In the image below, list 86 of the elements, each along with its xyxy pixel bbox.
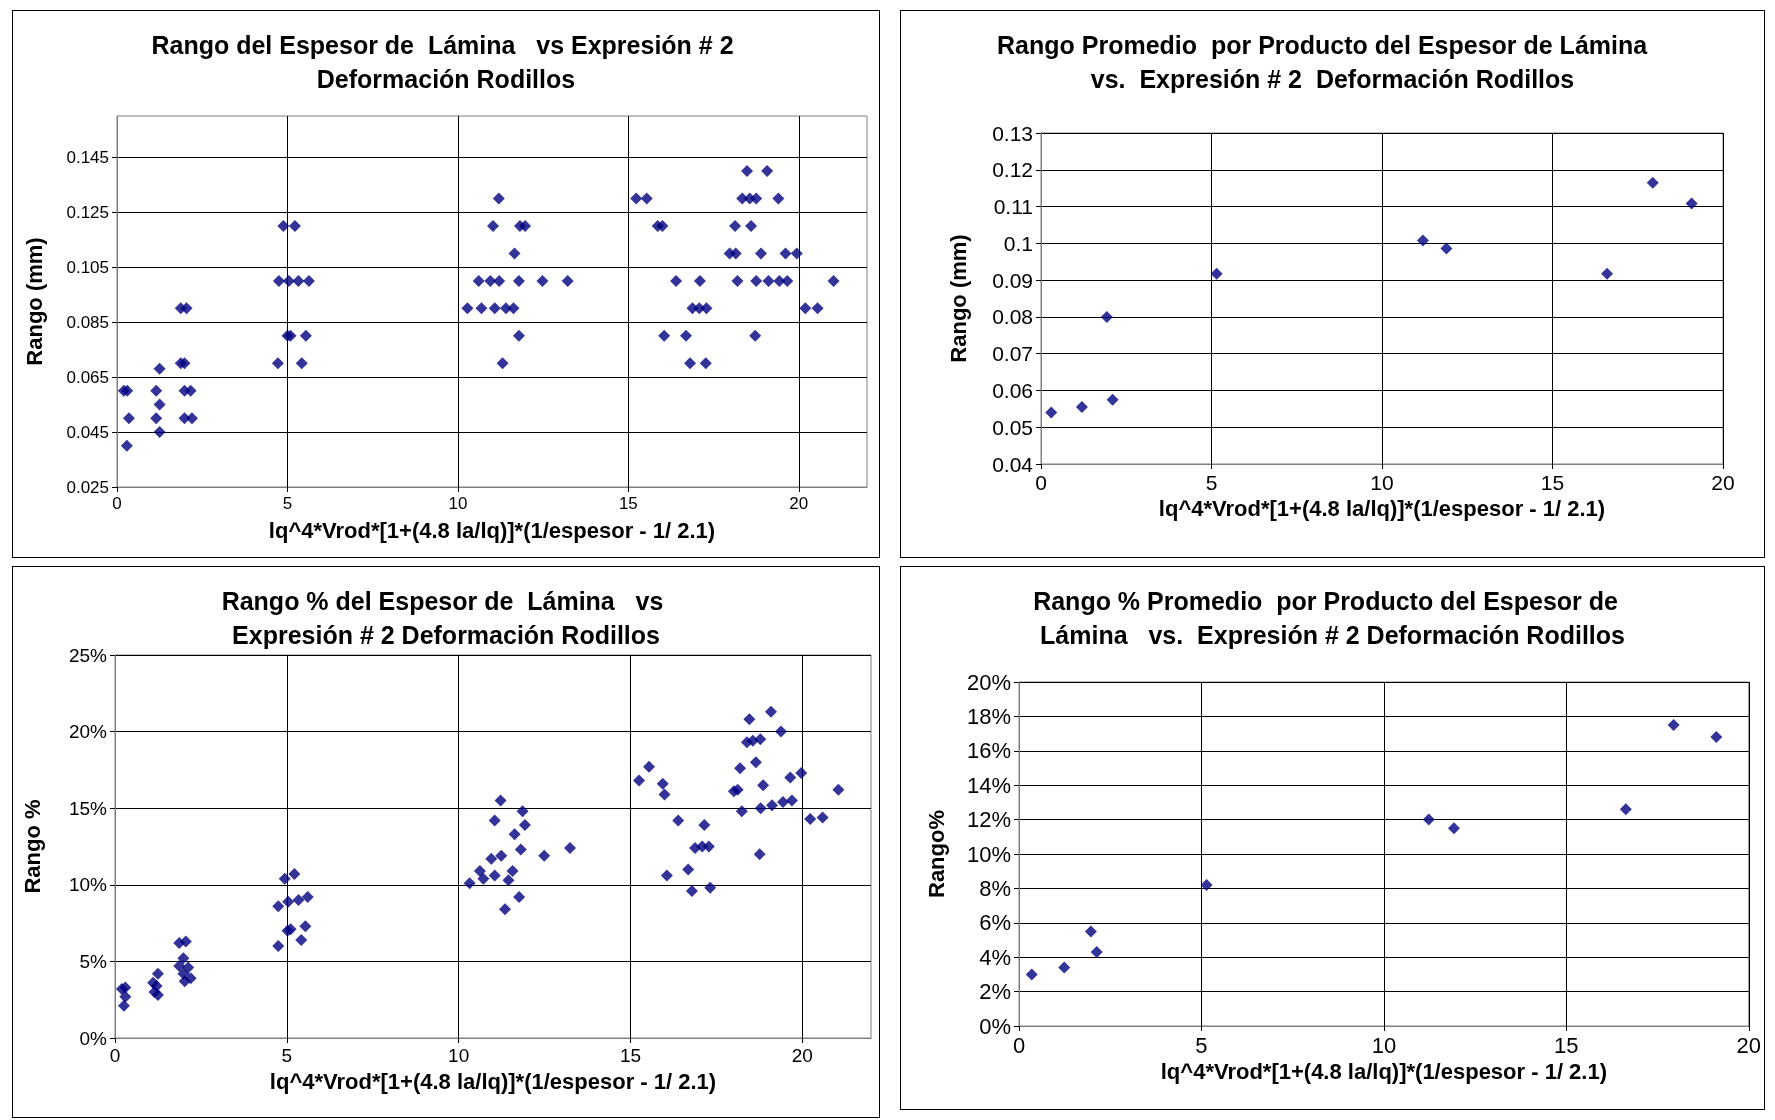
x-axis-title: lq^4*Vrod*[1+(4.8 la/lq)]*(1/espesor - 1/ 2.1) <box>1160 1059 1608 1085</box>
x-tick-label: 5 <box>281 1045 293 1066</box>
x-tick-label: 15 <box>1540 471 1565 494</box>
y-tick-label: 5% <box>79 950 108 972</box>
y-tick-label: 0% <box>979 1013 1011 1039</box>
point <box>1440 242 1453 255</box>
point <box>1601 267 1614 280</box>
chart-title: Rango del Espesor de Lámina vs Expresión # 2 Deformación Rodillos <box>151 31 741 93</box>
y-tick-label: 0.045 <box>66 422 109 442</box>
x-tick-label: 10 <box>1371 1032 1397 1058</box>
y-tick-label: 0.05 <box>992 415 1033 439</box>
x-axis-title: lq^4*Vrod*[1+(4.8 la/lq)]*(1/espesor - 1/ 2.1) <box>269 1068 717 1094</box>
x-tick-label: 5 <box>1195 1032 1208 1058</box>
y-tick-label: 14% <box>966 772 1011 798</box>
y-axis-title: Rango (mm) <box>21 237 47 366</box>
point <box>1075 400 1088 413</box>
y-tick-label: 0.145 <box>66 147 109 167</box>
y-tick-label: 0.1 <box>1003 231 1033 255</box>
y-tick-label: 0.105 <box>66 257 109 277</box>
x-tick-label: 15 <box>618 494 638 513</box>
y-tick-label: 12% <box>966 807 1011 833</box>
y-tick-label: 16% <box>966 738 1011 764</box>
x-tick-label: 20 <box>1711 471 1735 494</box>
x-tick-label: 20 <box>791 1045 813 1066</box>
y-tick-label: 20% <box>966 669 1011 695</box>
x-tick-label: 10 <box>448 1045 470 1066</box>
point <box>1045 406 1058 419</box>
x-tick-label: 0 <box>1035 471 1047 494</box>
point <box>1447 822 1460 835</box>
x-tick-label: 20 <box>789 494 809 513</box>
y-axis-title: Rango% <box>923 810 949 898</box>
chart-title: Rango Promedio por Producto del Espesor de Lámina vs. Expresión # 2 Deformación Rodillos <box>997 31 1668 93</box>
point <box>1025 968 1038 981</box>
chart-title: Rango % Promedio por Producto del Espesor de Lámina vs. Expresión # 2 Deformación Rodillos <box>1033 587 1632 649</box>
y-tick-label: 15% <box>68 797 108 819</box>
y-tick-label: 6% <box>979 910 1011 936</box>
y-tick-label: 8% <box>979 875 1011 901</box>
x-tick-label: 0 <box>112 494 122 513</box>
x-tick-label: 15 <box>619 1045 642 1066</box>
point <box>1200 878 1213 891</box>
y-tick-label: 10% <box>68 874 108 896</box>
y-tick-label: 0.06 <box>992 378 1033 402</box>
point <box>1685 197 1698 210</box>
y-tick-label: 0.11 <box>993 195 1033 219</box>
point <box>1210 267 1223 280</box>
y-tick-label: 0.09 <box>992 268 1033 292</box>
y-tick-label: 0.13 <box>992 121 1033 145</box>
y-tick-label: 0% <box>79 1027 108 1049</box>
y-tick-label: 4% <box>979 944 1011 970</box>
x-tick-label: 10 <box>448 494 468 513</box>
x-tick-label: 20 <box>1736 1032 1762 1058</box>
point <box>1058 961 1071 974</box>
point <box>1667 719 1680 731</box>
y-tick-label: 18% <box>966 703 1011 729</box>
y-tick-label: 0.12 <box>992 158 1033 182</box>
y-axis-title: Rango (mm) <box>945 234 971 363</box>
x-tick-label: 0 <box>1012 1032 1026 1058</box>
y-axis-title: Rango % <box>19 799 45 894</box>
point <box>1646 176 1659 189</box>
x-tick-label: 0 <box>109 1045 121 1066</box>
x-tick-label: 15 <box>1554 1032 1579 1058</box>
y-tick-label: 25% <box>68 644 108 666</box>
x-tick-label: 5 <box>282 494 293 513</box>
x-tick-label: 10 <box>1370 471 1394 494</box>
y-tick-label: 0.065 <box>66 367 109 387</box>
y-tick-label: 2% <box>979 979 1011 1005</box>
y-tick-label: 0.085 <box>66 312 109 332</box>
point <box>1090 946 1103 959</box>
y-tick-label: 0.025 <box>66 477 109 497</box>
x-axis-title: lq^4*Vrod*[1+(4.8 la/lq)]*(1/espesor - 1/ 2.1) <box>268 517 716 543</box>
y-tick-label: 0.07 <box>992 342 1033 366</box>
x-axis-title: lq^4*Vrod*[1+(4.8 la/lq)]*(1/espesor - 1/ 2.1) <box>1158 496 1606 522</box>
y-tick-label: 20% <box>68 721 108 743</box>
point <box>1422 813 1435 826</box>
chart-title: Rango % del Espesor de Lámina vs Expresión # 2 Deformación Rodillos <box>221 587 671 649</box>
x-tick-label: 5 <box>1205 471 1218 494</box>
point <box>1084 925 1097 938</box>
y-tick-label: 0.04 <box>992 452 1034 476</box>
point <box>1619 803 1632 816</box>
y-tick-label: 0.08 <box>992 305 1033 329</box>
point <box>1710 731 1723 744</box>
point <box>1416 234 1429 247</box>
point <box>1106 393 1119 406</box>
y-tick-label: 10% <box>966 841 1011 867</box>
y-tick-label: 0.125 <box>66 202 109 222</box>
point <box>1100 310 1113 323</box>
